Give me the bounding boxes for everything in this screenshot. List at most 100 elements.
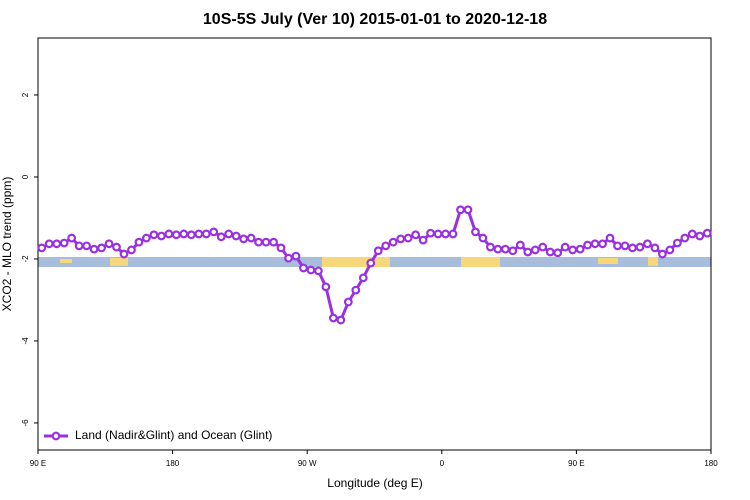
data-point <box>142 233 151 243</box>
data-point <box>426 228 435 238</box>
data-point <box>306 265 316 275</box>
data-point <box>500 244 510 254</box>
data-point <box>336 315 346 325</box>
data-point <box>156 231 166 241</box>
legend-marker <box>51 431 61 441</box>
x-axis-label: Longitude (deg E) <box>327 476 422 490</box>
data-point <box>620 241 630 251</box>
data-point <box>650 243 660 253</box>
data-point <box>351 285 361 295</box>
data-point <box>239 234 249 244</box>
data-point <box>463 205 473 215</box>
data-point <box>530 245 540 255</box>
data-point <box>396 234 406 244</box>
chart-title: 10S-5S July (Ver 10) 2015-01-01 to 2020-… <box>203 11 547 28</box>
data-point <box>224 229 234 239</box>
data-point <box>538 242 548 252</box>
data-point <box>299 263 308 273</box>
data-point <box>568 245 578 255</box>
data-point <box>381 241 391 251</box>
data-point <box>628 243 637 253</box>
data-point <box>37 243 47 253</box>
data-point <box>254 237 263 247</box>
data-point <box>598 239 607 249</box>
y-tick-label: 0 <box>21 174 30 179</box>
data-point <box>695 231 705 241</box>
data-point <box>680 233 690 243</box>
data-point <box>687 229 697 239</box>
data-point <box>643 239 652 249</box>
data-point <box>67 233 77 243</box>
data-point <box>388 237 398 247</box>
y-axis-label: XCO2 - MLO trend (ppm) <box>0 177 14 312</box>
data-point <box>328 313 338 323</box>
land-strip <box>322 257 390 267</box>
data-point <box>672 238 682 248</box>
data-point <box>59 238 69 248</box>
data-point <box>523 247 533 257</box>
land-strip <box>110 258 128 266</box>
data-point <box>433 229 443 239</box>
data-point <box>52 239 62 249</box>
data-point <box>418 235 428 245</box>
data-point <box>284 253 293 263</box>
data-point <box>403 233 413 243</box>
data-point <box>343 297 353 307</box>
data-point <box>702 228 712 238</box>
data-point <box>448 229 458 239</box>
data-point <box>635 242 645 252</box>
data-point <box>441 229 450 239</box>
data-point <box>411 230 421 240</box>
land-strip <box>598 258 618 264</box>
y-tick-label: -4 <box>21 337 30 345</box>
data-point <box>291 251 301 261</box>
data-point <box>209 227 219 237</box>
data-point <box>471 227 480 237</box>
data-point <box>493 244 503 254</box>
data-point <box>246 233 256 243</box>
y-tick-label: 2 <box>21 92 30 97</box>
plot-frame <box>37 37 712 451</box>
data-point <box>486 242 495 252</box>
x-tick-label: 180 <box>166 459 180 468</box>
x-tick-label: 90 E <box>30 459 46 468</box>
data-point <box>508 246 518 256</box>
data-point <box>583 240 593 250</box>
data-point <box>553 248 563 258</box>
data-point <box>112 242 121 252</box>
data-point <box>575 244 585 254</box>
data-point <box>231 231 241 241</box>
data-point <box>127 245 136 255</box>
data-point <box>261 237 271 247</box>
x-tick-label: 0 <box>440 459 445 468</box>
data-point <box>321 282 331 292</box>
data-point <box>44 239 54 249</box>
x-tick-label: 90 E <box>568 459 584 468</box>
data-point <box>104 239 114 249</box>
data-point <box>82 241 92 251</box>
data-point <box>657 249 667 259</box>
data-point <box>515 240 525 250</box>
data-point <box>119 249 129 259</box>
data-point <box>366 258 376 268</box>
y-tick-label: -2 <box>21 255 30 263</box>
data-point <box>560 242 570 252</box>
data-point <box>201 229 211 239</box>
data-point <box>665 245 675 255</box>
data-point <box>358 273 368 283</box>
data-point <box>89 244 99 254</box>
x-tick-label: 180 <box>704 459 718 468</box>
data-point <box>216 232 226 242</box>
data-point <box>276 243 286 253</box>
data-point <box>97 243 106 253</box>
data-point <box>194 229 204 239</box>
data-point <box>74 241 84 251</box>
data-point <box>269 237 278 247</box>
data-point <box>373 246 383 256</box>
data-point <box>545 247 555 257</box>
data-point <box>171 230 181 240</box>
data-point <box>164 229 174 239</box>
data-point <box>456 205 465 215</box>
data-point <box>314 266 323 276</box>
